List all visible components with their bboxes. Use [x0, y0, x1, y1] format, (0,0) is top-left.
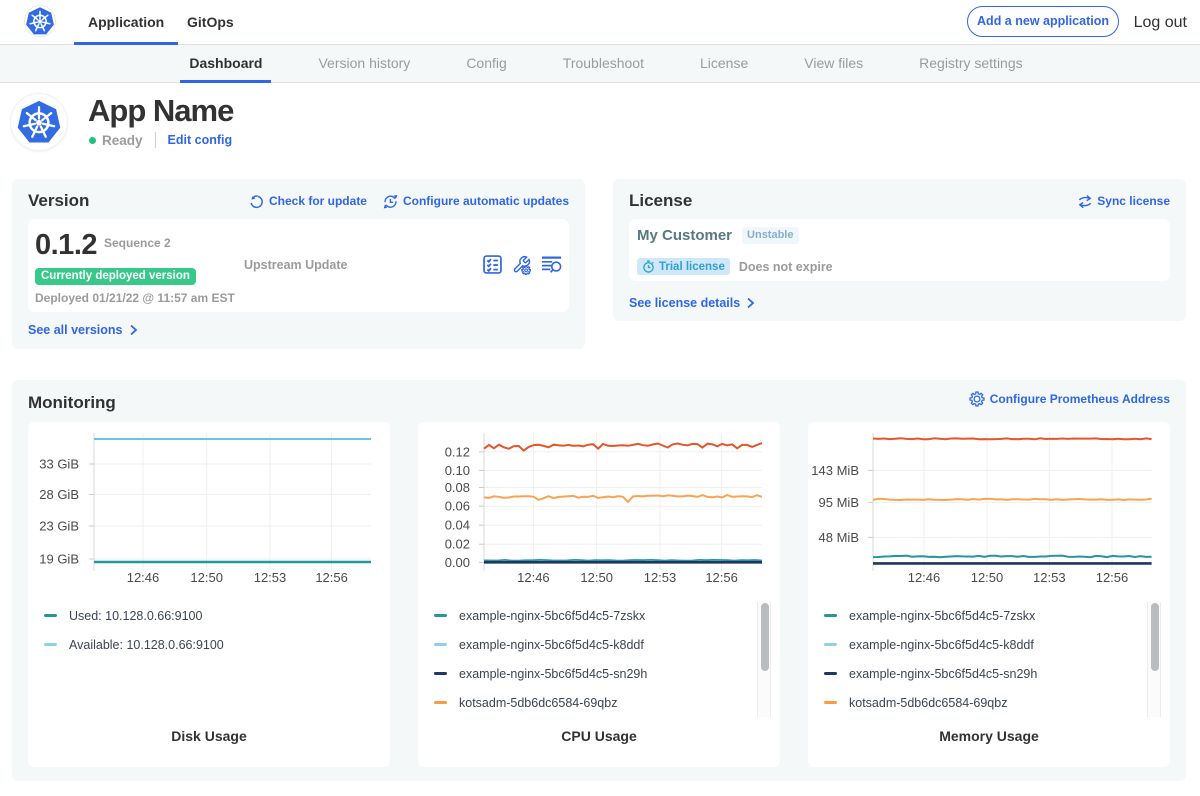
- svg-text:48 MiB: 48 MiB: [819, 530, 859, 545]
- svg-text:12:50: 12:50: [971, 570, 1004, 585]
- svg-text:33 GiB: 33 GiB: [39, 457, 79, 472]
- svg-text:12:56: 12:56: [315, 570, 348, 585]
- svg-text:12:46: 12:46: [127, 570, 160, 585]
- svg-text:12:53: 12:53: [644, 570, 677, 585]
- svg-text:12:56: 12:56: [1096, 570, 1129, 585]
- svg-text:0.10: 0.10: [445, 463, 470, 478]
- svg-text:143 MiB: 143 MiB: [811, 463, 859, 478]
- svg-text:0.08: 0.08: [445, 480, 470, 495]
- svg-text:0.02: 0.02: [445, 537, 470, 552]
- svg-text:0.00: 0.00: [445, 555, 470, 570]
- svg-text:23 GiB: 23 GiB: [39, 519, 79, 534]
- svg-text:12:50: 12:50: [190, 570, 223, 585]
- svg-text:12:53: 12:53: [1033, 570, 1066, 585]
- svg-text:12:50: 12:50: [580, 570, 613, 585]
- svg-text:95 MiB: 95 MiB: [819, 495, 859, 510]
- svg-text:12:56: 12:56: [705, 570, 738, 585]
- svg-text:0.04: 0.04: [445, 518, 470, 533]
- svg-text:0.06: 0.06: [445, 499, 470, 514]
- svg-text:28 GiB: 28 GiB: [39, 487, 79, 502]
- svg-text:0.12: 0.12: [445, 444, 470, 459]
- svg-text:12:53: 12:53: [254, 570, 287, 585]
- svg-text:12:46: 12:46: [517, 570, 550, 585]
- svg-text:19 GiB: 19 GiB: [39, 552, 79, 567]
- svg-text:12:46: 12:46: [908, 570, 941, 585]
